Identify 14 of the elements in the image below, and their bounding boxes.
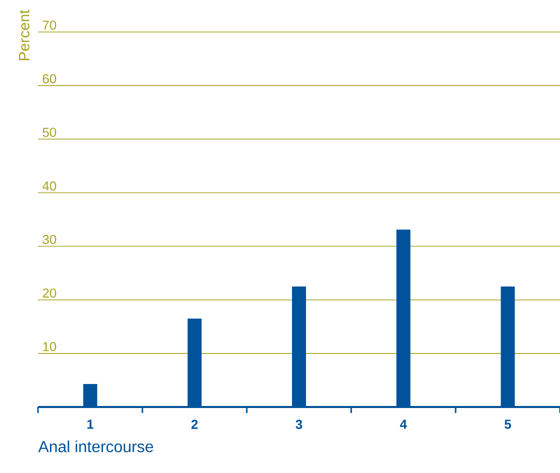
x-tick-label: 1 (87, 420, 94, 429)
y-tick-label: 50 (42, 128, 56, 137)
y-tick-label: 60 (42, 74, 56, 84)
y-tick-label: 40 (42, 181, 56, 191)
y-axis-title: Percent (18, 10, 30, 60)
y-tick-label: 20 (42, 288, 56, 298)
x-tick-label: 4 (400, 420, 407, 429)
y-tick-label: 30 (42, 234, 56, 244)
x-tick-label: 5 (504, 420, 512, 429)
y-tick-label: 10 (43, 342, 56, 352)
x-tick-label: 2 (191, 420, 198, 429)
y-tick-label: 70 (42, 20, 56, 30)
x-tick-label: 3 (296, 420, 302, 429)
x-axis-title: Anal intercourse (38, 440, 154, 452)
